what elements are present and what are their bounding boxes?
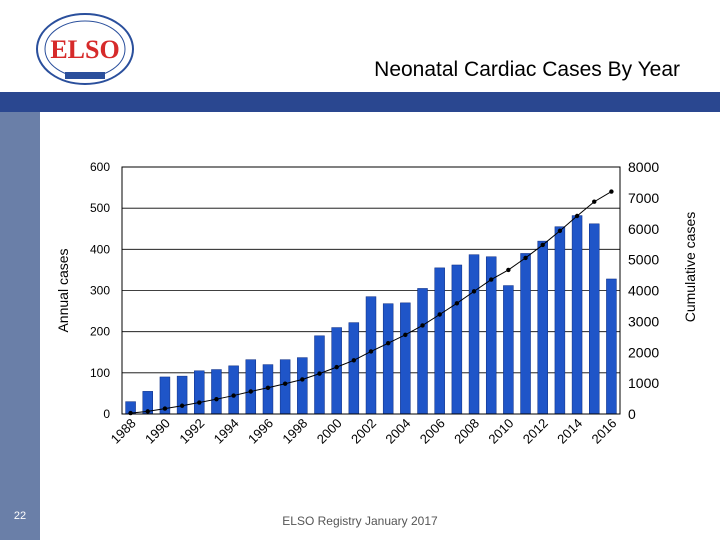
bar bbox=[606, 278, 617, 415]
bar bbox=[520, 253, 531, 415]
y-tick-label: 100 bbox=[90, 366, 110, 380]
x-tick-label: 1990 bbox=[142, 416, 173, 447]
cumulative-point bbox=[592, 199, 597, 204]
bar bbox=[348, 322, 360, 415]
y-tick-label: 200 bbox=[90, 325, 110, 339]
cumulative-point bbox=[489, 277, 494, 282]
plot-frame bbox=[121, 166, 621, 415]
cumulative-point bbox=[540, 242, 545, 248]
bar bbox=[228, 365, 239, 415]
cumulative-point bbox=[368, 349, 374, 354]
y2-axis-label: Cumulative cases bbox=[682, 212, 698, 323]
x-tick-label: 1992 bbox=[176, 416, 207, 447]
cumulative-point bbox=[162, 406, 168, 411]
x-axis-ticks: 1988 1990 1992 1994 1996 1998 2000 2002 2004 2006… bbox=[108, 416, 620, 447]
bar bbox=[211, 369, 222, 415]
y-axis-right-ticks: 0 1000 2000 3000 4000 5000 6000 7000 8000 bbox=[628, 159, 659, 422]
x-tick-label: 1988 bbox=[108, 416, 139, 447]
bar bbox=[537, 240, 548, 415]
side-banner bbox=[0, 112, 40, 540]
bar bbox=[451, 264, 463, 415]
logo-lettering: ELSO bbox=[50, 35, 119, 64]
x-tick-label: 1996 bbox=[245, 416, 276, 447]
y2-tick-label: 6000 bbox=[628, 221, 659, 237]
bar bbox=[503, 285, 514, 415]
y-tick-label: 600 bbox=[90, 160, 110, 174]
y-tick-label: 300 bbox=[90, 284, 110, 298]
x-tick-label: 2016 bbox=[588, 416, 619, 447]
bar bbox=[400, 302, 411, 415]
cumulative-point bbox=[523, 255, 528, 261]
y-tick-label: 400 bbox=[90, 242, 110, 256]
cumulative-point bbox=[231, 393, 236, 398]
chart-title: Neonatal Cardiac Cases By Year bbox=[374, 58, 680, 81]
y-axis-left-ticks: 0 100 200 300 400 500 600 bbox=[90, 160, 110, 421]
cumulative-point bbox=[317, 371, 322, 376]
cumulative-point bbox=[265, 385, 271, 390]
cumulative-point bbox=[248, 389, 253, 394]
cumulative-point bbox=[145, 409, 150, 414]
cumulative-point bbox=[574, 213, 580, 219]
cumulative-point bbox=[351, 358, 357, 363]
cumulative-point bbox=[557, 228, 563, 234]
bar bbox=[571, 215, 583, 415]
y2-tick-label: 2000 bbox=[628, 344, 659, 360]
bar bbox=[279, 359, 291, 415]
x-tick-label: 2006 bbox=[417, 416, 448, 447]
x-tick-label: 2004 bbox=[382, 416, 413, 447]
x-tick-label: 2012 bbox=[520, 416, 551, 447]
bar bbox=[331, 327, 342, 415]
bar bbox=[176, 375, 188, 415]
footer-text: ELSO Registry January 2017 bbox=[282, 514, 438, 528]
bar bbox=[434, 267, 445, 415]
cumulative-point bbox=[282, 381, 288, 386]
x-tick-label: 2008 bbox=[451, 416, 482, 447]
cumulative-point bbox=[454, 301, 460, 306]
y2-tick-label: 3000 bbox=[628, 313, 659, 329]
bar bbox=[365, 296, 377, 415]
cumulative-point bbox=[420, 323, 425, 328]
y2-tick-label: 4000 bbox=[628, 283, 659, 299]
cumulative-point bbox=[179, 403, 185, 408]
y-axis-label: Annual cases bbox=[55, 248, 71, 332]
cumulative-point bbox=[300, 377, 305, 382]
cumulative-point bbox=[334, 364, 339, 370]
bar bbox=[382, 303, 394, 415]
y-tick-label: 0 bbox=[103, 407, 110, 421]
x-tick-label: 1998 bbox=[279, 416, 310, 447]
y2-tick-label: 7000 bbox=[628, 190, 659, 206]
cumulative-point bbox=[197, 400, 202, 405]
cumulative-point bbox=[128, 410, 133, 416]
x-tick-label: 2000 bbox=[314, 416, 345, 447]
x-tick-label: 2002 bbox=[348, 416, 379, 447]
bar bbox=[194, 370, 205, 415]
elso-logo: ELSO bbox=[36, 13, 134, 85]
cumulative-point bbox=[609, 189, 614, 194]
x-tick-label: 1994 bbox=[211, 416, 242, 447]
cumulative-point bbox=[506, 267, 511, 273]
x-tick-label: 2014 bbox=[554, 416, 585, 447]
bar bbox=[589, 223, 600, 415]
cumulative-point bbox=[385, 341, 391, 346]
x-tick-label: 2010 bbox=[485, 416, 516, 447]
y2-tick-label: 1000 bbox=[628, 375, 659, 391]
cumulative-point bbox=[471, 289, 477, 294]
bar bbox=[554, 226, 566, 415]
title-banner bbox=[0, 92, 720, 112]
cumulative-point bbox=[403, 332, 408, 338]
bar bbox=[417, 288, 428, 415]
chart: 0 100 200 300 400 500 600 0 1000 2000 3000 4000 500… bbox=[55, 159, 698, 447]
bar bbox=[245, 359, 257, 415]
y2-tick-label: 5000 bbox=[628, 252, 659, 268]
bar bbox=[468, 254, 480, 415]
y-tick-label: 500 bbox=[90, 201, 110, 215]
y2-tick-label: 0 bbox=[628, 406, 636, 422]
cumulative-point bbox=[437, 312, 442, 317]
y2-tick-label: 8000 bbox=[628, 159, 659, 175]
slide-number: 22 bbox=[13, 510, 27, 522]
bar bbox=[297, 357, 308, 415]
cumulative-point bbox=[214, 396, 219, 402]
